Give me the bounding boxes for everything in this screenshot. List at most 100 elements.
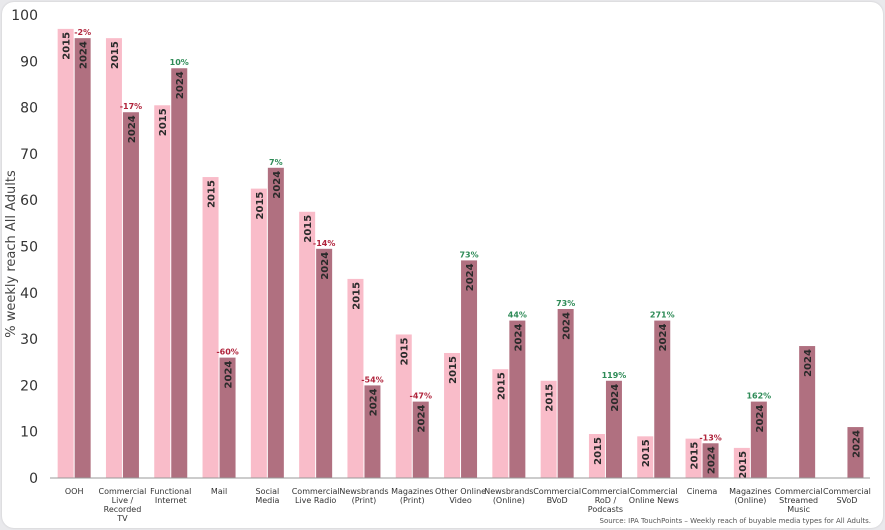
bar-series-label: 2024 [610,384,621,412]
bar-series-label: 2015 [545,384,556,412]
change-label: -17% [120,102,142,111]
y-tick-label: 10 [20,425,38,441]
y-tick-label: 40 [20,286,38,302]
bar-series-label: 2024 [175,71,186,99]
bar-2024 [799,346,816,478]
category-label: Commercial BVoD [533,487,581,505]
bar-series-label: 2024 [803,349,814,377]
category-label: Mail [211,487,227,496]
bar-series-label: 2024 [368,388,379,416]
bar-2015 [154,105,171,478]
category-label: Commercial Live / Recorded TV [99,487,147,523]
bars: 2015 2024-2%20152024-17%2015202410%201520… [57,28,864,479]
category-label: Commercial RoD / Podcasts [582,487,630,514]
bar-series-label: 2024 [562,312,573,340]
bar-2015 [637,436,654,478]
change-label: 119% [602,371,627,380]
change-label: 162% [746,392,771,401]
bar-series-label: 2024 [851,430,862,458]
bar-2024 [316,248,333,478]
bar-series-label: 2015 [738,451,749,479]
bar-2024 [847,427,864,478]
category-label: Magazines (Print) [391,487,433,505]
bar-2024 [267,167,284,479]
bar-2015 [105,38,122,479]
change-label: 44% [508,311,527,320]
category-label: Newsbrands (Online) [484,487,533,505]
y-tick-label: 90 [20,54,38,70]
y-tick-label: 80 [20,101,38,117]
y-tick-label: 0 [29,471,38,487]
category-label: Magazines (Online) [729,487,771,505]
bar-2015 [250,188,267,478]
category-label: Other Online Video [435,487,486,505]
y-axis-ticks: 0 10 20 30 40 50 60 70 80 90 100 [11,8,38,487]
bar-series-label: 2024 [272,171,283,199]
change-label: 10% [170,58,189,67]
bar-series-label: 2024 [465,263,476,291]
category-label: Commercial Live Radio [292,487,340,505]
bar-series-label: 2015 [400,337,411,365]
change-label: 73% [556,299,575,308]
source-note: Source: IPA TouchPoints – Weekly reach o… [599,517,871,525]
bar-2024 [122,112,139,478]
bar-2024 [219,357,236,478]
category-label: OOH [65,487,84,496]
bar-2024 [702,443,719,478]
category-label: Commercial Streamed Music [775,487,823,514]
category-label: Newsbrands (Print) [339,487,388,505]
bar-series-label: 2024 [224,361,235,389]
change-label: -14% [313,239,335,248]
bar-2015 [492,369,509,478]
category-label: Cinema [687,487,718,496]
bar-series-label: 2024 [513,324,524,352]
bar-series-label: 2024 [79,41,90,69]
bar-series-label: 2024 [127,115,138,143]
bar-series-label: 2015 [303,215,314,243]
category-label: Social Media [255,487,279,505]
bar-series-label: 2015 [158,108,169,136]
bar-2015 [299,211,316,478]
bar-2024 [461,260,478,478]
bar-series-label: 2015 [351,282,362,310]
bar-2024 [509,320,526,478]
category-label: Commercial Online News [629,487,679,505]
bar-2024 [654,320,671,478]
bar-2024 [750,401,767,478]
change-label: 7% [269,158,283,167]
bar-2015 [202,177,219,479]
bar-2015 [444,352,461,478]
change-label: -13% [699,433,721,442]
bar-2015 [540,380,557,478]
bar-2015 [733,447,750,478]
bar-series-label: 2015 [690,442,701,470]
bar-series-label: 2015 [207,180,218,208]
change-label: 271% [650,311,675,320]
y-tick-label: 50 [20,240,38,256]
bar-2024 [364,385,381,478]
bar-series-label: 2015 [496,372,507,400]
bar-series-label: 2024 [658,324,669,352]
bar-series-label: 2024 [707,446,718,474]
bar-series-label: 2024 [417,405,428,433]
bar-series-label: 2015 [110,41,121,69]
bar-2015 [347,278,364,478]
bar-2024 [605,380,622,478]
bar-series-label: 2015 [593,437,604,465]
y-axis-label: % weekly reach All Adults [4,170,19,338]
y-tick-label: 70 [20,147,38,163]
bar-2015 [588,434,605,478]
bar-series-label: 2015 [62,32,73,60]
bar-2024 [74,38,91,479]
change-label: -60% [216,348,238,357]
change-label: -54% [361,375,383,384]
bar-series-label: 2015 [448,356,459,384]
bar-2015 [395,334,412,478]
bar-2015 [57,28,74,478]
y-tick-label: 20 [20,378,38,394]
change-label: -47% [410,392,432,401]
y-tick-label: 100 [11,8,38,24]
